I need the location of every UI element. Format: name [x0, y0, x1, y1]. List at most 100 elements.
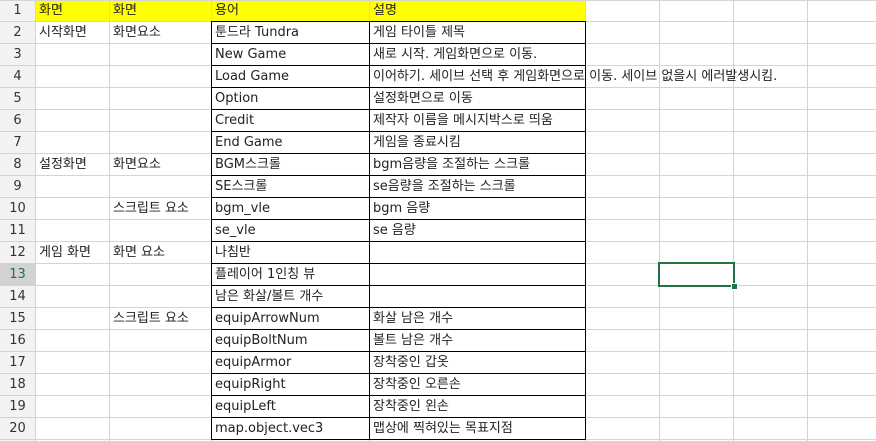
cell-border — [211, 351, 586, 352]
grid-line-vertical — [659, 0, 660, 441]
cell-border — [211, 219, 586, 220]
cell[interactable]: End Game — [215, 135, 283, 150]
cell[interactable]: 플레이어 1인칭 뷰 — [215, 267, 316, 282]
cell[interactable]: 설명 — [373, 3, 397, 18]
cell[interactable]: 시작화면 — [39, 25, 87, 40]
cell[interactable]: Credit — [215, 113, 255, 128]
cell-border — [211, 439, 586, 440]
cell[interactable]: equipLeft — [215, 399, 276, 414]
grid-line-vertical — [733, 0, 734, 441]
cell-border — [211, 65, 586, 66]
cell-border — [211, 373, 586, 374]
row-number[interactable]: 15 — [0, 308, 35, 330]
cell[interactable]: 이어하기. 세이브 선택 후 게임화면으로 이동. 세이브 없을시 에러발생시킴… — [373, 69, 778, 84]
row-number[interactable]: 7 — [0, 132, 35, 154]
cell[interactable]: 툰드라 Tundra — [215, 25, 300, 40]
cell[interactable]: 볼트 남은 개수 — [373, 333, 454, 348]
cell[interactable]: 스크립트 요소 — [113, 201, 189, 216]
cell-border — [211, 153, 586, 154]
row-number[interactable]: 16 — [0, 330, 35, 352]
cell[interactable]: 용어 — [215, 3, 239, 18]
cell[interactable]: SE스크롤 — [215, 179, 268, 194]
cell[interactable]: Load Game — [215, 69, 290, 84]
cell-border — [211, 21, 586, 22]
cell[interactable]: 화면요소 — [113, 25, 161, 40]
cell-border — [211, 175, 586, 176]
row-number[interactable]: 6 — [0, 110, 35, 132]
cell[interactable]: se 음량 — [373, 223, 416, 238]
cell[interactable]: 게임 타이틀 제목 — [373, 25, 465, 40]
cell[interactable]: 나침반 — [215, 245, 251, 260]
cell[interactable]: Option — [215, 91, 259, 106]
grid-line-vertical — [109, 0, 110, 441]
cell[interactable]: 게임을 종료시킴 — [373, 135, 461, 150]
row-number[interactable]: 3 — [0, 44, 35, 66]
cell[interactable]: 장착중인 오른손 — [373, 377, 461, 392]
cell[interactable]: se_vle — [215, 223, 256, 238]
cell[interactable]: bgm_vle — [215, 201, 270, 216]
grid-line-horizontal — [0, 0, 876, 1]
row-number[interactable]: 20 — [0, 418, 35, 440]
cell[interactable]: 화면 요소 — [113, 245, 165, 260]
cell[interactable]: bgm음량을 조절하는 스크롤 — [373, 157, 531, 172]
cell-border — [211, 87, 586, 88]
row-number[interactable]: 2 — [0, 22, 35, 44]
cell[interactable]: equipArrowNum — [215, 311, 320, 326]
cell-border — [211, 21, 212, 440]
cell-border — [211, 307, 586, 308]
cell[interactable]: 제작자 이름을 메시지박스로 띄움 — [373, 113, 553, 128]
row-number[interactable]: 19 — [0, 396, 35, 418]
cell-border — [211, 263, 586, 264]
cell[interactable]: 남은 화살/볼트 개수 — [215, 289, 324, 304]
row-number[interactable]: 10 — [0, 198, 35, 220]
row-number[interactable]: 13 — [0, 264, 35, 286]
row-number[interactable]: 11 — [0, 220, 35, 242]
cell-border — [585, 21, 586, 440]
cell[interactable]: BGM스크롤 — [215, 157, 281, 172]
cell[interactable]: 화면 — [39, 3, 63, 18]
cell-border — [369, 21, 370, 440]
cell[interactable]: 화면 — [113, 3, 137, 18]
row-number[interactable]: 4 — [0, 66, 35, 88]
row-number[interactable]: 8 — [0, 154, 35, 176]
row-number[interactable]: 12 — [0, 242, 35, 264]
row-number[interactable]: 14 — [0, 286, 35, 308]
cell-border — [211, 395, 586, 396]
cell-border — [211, 329, 586, 330]
cell[interactable]: equipBoltNum — [215, 333, 308, 348]
row-number[interactable]: 18 — [0, 374, 35, 396]
cell-border — [211, 197, 586, 198]
header-fill — [35, 0, 585, 22]
cell-border — [211, 417, 586, 418]
cell[interactable]: map.object.vec3 — [215, 421, 324, 436]
cell[interactable]: 게임 화면 — [39, 245, 91, 260]
cell-border — [211, 241, 586, 242]
cell[interactable]: 화면요소 — [113, 157, 161, 172]
selected-cell[interactable] — [658, 262, 735, 287]
cell[interactable]: bgm 음량 — [373, 201, 431, 216]
grid-line-vertical — [35, 0, 36, 441]
cell[interactable]: 새로 시작. 게임화면으로 이동. — [373, 47, 538, 62]
cell-border — [211, 131, 586, 132]
cell[interactable]: 설정화면 — [39, 157, 87, 172]
row-number[interactable]: 17 — [0, 352, 35, 374]
cell-border — [211, 285, 586, 286]
cell[interactable]: se음량을 조절하는 스크롤 — [373, 179, 516, 194]
cell[interactable]: equipArmor — [215, 355, 292, 370]
cell[interactable]: 설정화면으로 이동 — [373, 91, 473, 106]
cell[interactable]: 장착중인 갑옷 — [373, 355, 449, 370]
cell[interactable]: 화살 남은 개수 — [373, 311, 454, 326]
cell[interactable]: New Game — [215, 47, 287, 62]
grid-line-vertical — [807, 0, 808, 441]
fill-handle[interactable] — [731, 283, 738, 290]
cell-border — [211, 109, 586, 110]
row-number[interactable]: 9 — [0, 176, 35, 198]
cell[interactable]: 장착중인 왼손 — [373, 399, 449, 414]
cell-border — [211, 43, 586, 44]
row-number[interactable]: 1 — [0, 0, 35, 22]
cell[interactable]: equipRight — [215, 377, 286, 392]
cell[interactable]: 맵상에 찍혀있는 목표지점 — [373, 421, 513, 436]
cell[interactable]: 스크립트 요소 — [113, 311, 189, 326]
row-number[interactable]: 5 — [0, 88, 35, 110]
